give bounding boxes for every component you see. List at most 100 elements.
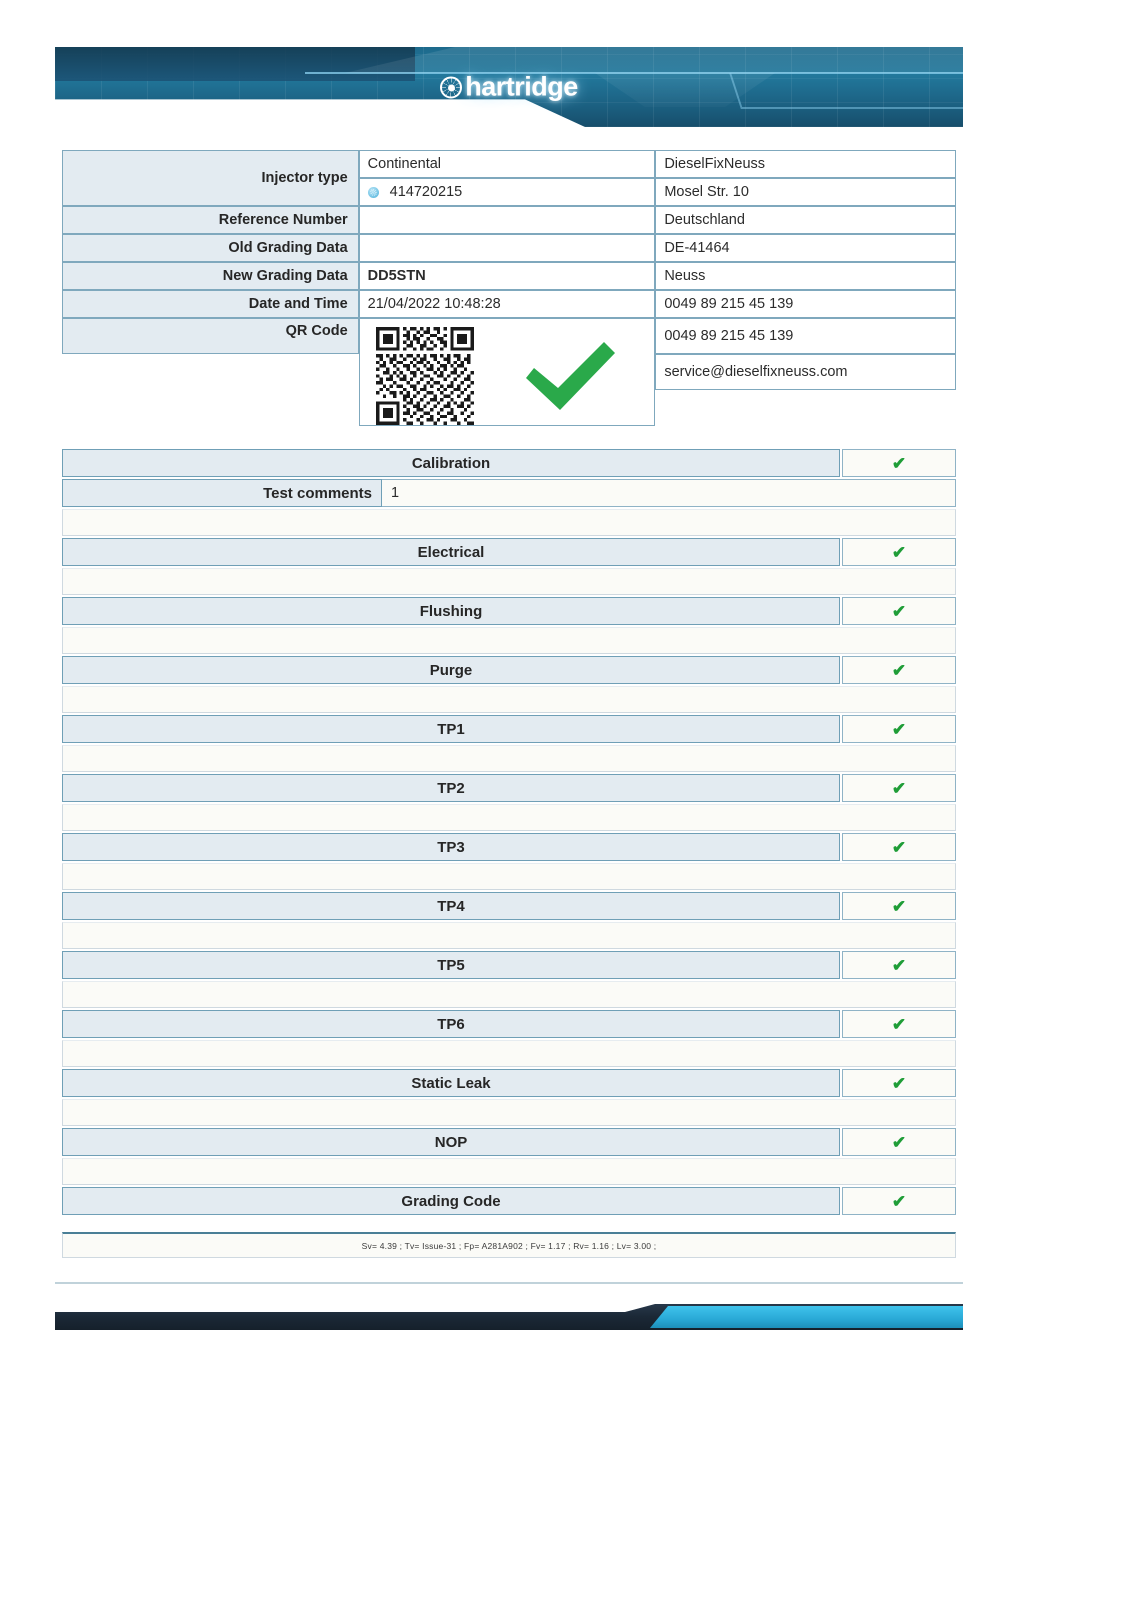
table-row: New Grading Data DD5STN Neuss	[62, 262, 956, 290]
test-name: NOP	[62, 1128, 840, 1156]
row-spacer	[62, 1158, 956, 1185]
value-injector-part-number: 414720215	[358, 178, 656, 206]
row-spacer	[62, 568, 956, 595]
value-date-and-time: 21/04/2022 10:48:28	[358, 290, 656, 318]
footer-spec-line: Sv= 4.39 ; Tv= Issue-31 ; Fp= A281A902 ;…	[62, 1232, 956, 1258]
customer-name: DieselFixNeuss	[655, 150, 956, 178]
value-new-grading-data: DD5STN	[358, 262, 656, 290]
check-icon: ✔	[891, 837, 907, 857]
label-spacer-2	[62, 390, 359, 426]
label-spacer-1	[62, 354, 359, 390]
value-old-grading-data	[358, 234, 656, 262]
table-row: Injector type Continental DieselFixNeuss	[62, 150, 956, 206]
customer-email: service@dieselfixneuss.com	[655, 354, 956, 390]
hartridge-logo: hartridge	[55, 72, 963, 103]
test-row-tp5: TP5 ✔	[62, 951, 956, 979]
check-icon: ✔	[891, 542, 907, 562]
part-number-bullet-icon	[367, 186, 379, 198]
check-icon: ✔	[891, 955, 907, 975]
row-spacer	[62, 863, 956, 890]
test-comments-label: Test comments	[62, 479, 382, 507]
test-result-cell: ✔	[842, 538, 956, 566]
check-icon: ✔	[891, 453, 907, 473]
test-name: TP6	[62, 1010, 840, 1038]
page-footer-banner	[55, 1282, 963, 1330]
label-injector-type: Injector type	[62, 150, 359, 206]
test-name: Static Leak	[62, 1069, 840, 1097]
label-old-grading-data: Old Grading Data	[62, 234, 359, 262]
table-row	[62, 390, 956, 426]
row-spacer	[62, 1099, 956, 1126]
test-result-cell: ✔	[842, 449, 956, 477]
hartridge-logo-text: hartridge	[465, 71, 578, 102]
row-spacer	[62, 745, 956, 772]
row-spacer	[62, 1040, 956, 1067]
test-result-cell: ✔	[842, 774, 956, 802]
hartridge-wheel-icon	[440, 76, 463, 99]
test-name: Grading Code	[62, 1187, 840, 1215]
test-result-cell: ✔	[842, 892, 956, 920]
check-icon: ✔	[891, 719, 907, 739]
customer-country: Deutschland	[655, 206, 956, 234]
test-row-grading-code: Grading Code ✔	[62, 1187, 956, 1215]
label-reference-number: Reference Number	[62, 206, 359, 234]
test-result-cell: ✔	[842, 951, 956, 979]
test-row-tp1: TP1 ✔	[62, 715, 956, 743]
test-name: TP5	[62, 951, 840, 979]
value-injector-make: Continental	[358, 150, 656, 178]
test-result-cell: ✔	[842, 597, 956, 625]
check-icon: ✔	[891, 1132, 907, 1152]
test-result-cell: ✔	[842, 1069, 956, 1097]
test-row-tp3: TP3 ✔	[62, 833, 956, 861]
table-row: Old Grading Data DE-41464	[62, 234, 956, 262]
customer-city: Neuss	[655, 262, 956, 290]
test-row-tp6: TP6 ✔	[62, 1010, 956, 1038]
test-row-tp4: TP4 ✔	[62, 892, 956, 920]
customer-blank	[655, 390, 956, 426]
label-qr-code: QR Code	[62, 318, 359, 354]
test-results-list: Calibration ✔ Test comments 1 Electrical…	[62, 449, 956, 1217]
test-result-cell: ✔	[842, 656, 956, 684]
test-row-tp2: TP2 ✔	[62, 774, 956, 802]
test-result-cell: ✔	[842, 1187, 956, 1215]
test-comments-row: Test comments 1	[62, 479, 956, 507]
row-spacer	[62, 804, 956, 831]
check-icon: ✔	[891, 1014, 907, 1034]
banner-dark-left-band	[55, 47, 415, 81]
test-row-nop: NOP ✔	[62, 1128, 956, 1156]
table-row: 414720215 Mosel Str. 10	[62, 178, 956, 206]
row-spacer	[62, 509, 956, 536]
test-name: TP2	[62, 774, 840, 802]
test-result-cell: ✔	[842, 833, 956, 861]
qr-code-cell	[358, 318, 656, 426]
test-row-purge: Purge ✔	[62, 656, 956, 684]
test-name: Electrical	[62, 538, 840, 566]
banner-accent-line	[305, 72, 963, 74]
footer-top-rule	[55, 1282, 963, 1284]
table-row: QR Code	[62, 318, 956, 426]
test-comments-value[interactable]: 1	[382, 479, 956, 507]
footer-cyan-band	[650, 1306, 963, 1328]
table-row: Reference Number Deutschland	[62, 206, 956, 234]
test-row-electrical: Electrical ✔	[62, 538, 956, 566]
test-result-cell: ✔	[842, 1010, 956, 1038]
row-spacer	[62, 627, 956, 654]
table-row: service@dieselfixneuss.com	[62, 354, 956, 390]
test-row-static-leak: Static Leak ✔	[62, 1069, 956, 1097]
label-date-and-time: Date and Time	[62, 290, 359, 318]
label-new-grading-data: New Grading Data	[62, 262, 359, 290]
qr-code-image	[375, 327, 474, 425]
test-name: TP3	[62, 833, 840, 861]
test-name: Purge	[62, 656, 840, 684]
test-name: TP1	[62, 715, 840, 743]
test-row-calibration: Calibration ✔	[62, 449, 956, 477]
value-reference-number	[358, 206, 656, 234]
check-icon: ✔	[891, 660, 907, 680]
customer-phone-2: 0049 89 215 45 139	[655, 318, 956, 354]
test-name: Calibration	[62, 449, 840, 477]
green-check-icon	[525, 342, 615, 410]
row-spacer	[62, 981, 956, 1008]
check-icon: ✔	[891, 601, 907, 621]
table-row: Date and Time 21/04/2022 10:48:28 0049 8…	[62, 290, 956, 318]
check-icon: ✔	[891, 778, 907, 798]
